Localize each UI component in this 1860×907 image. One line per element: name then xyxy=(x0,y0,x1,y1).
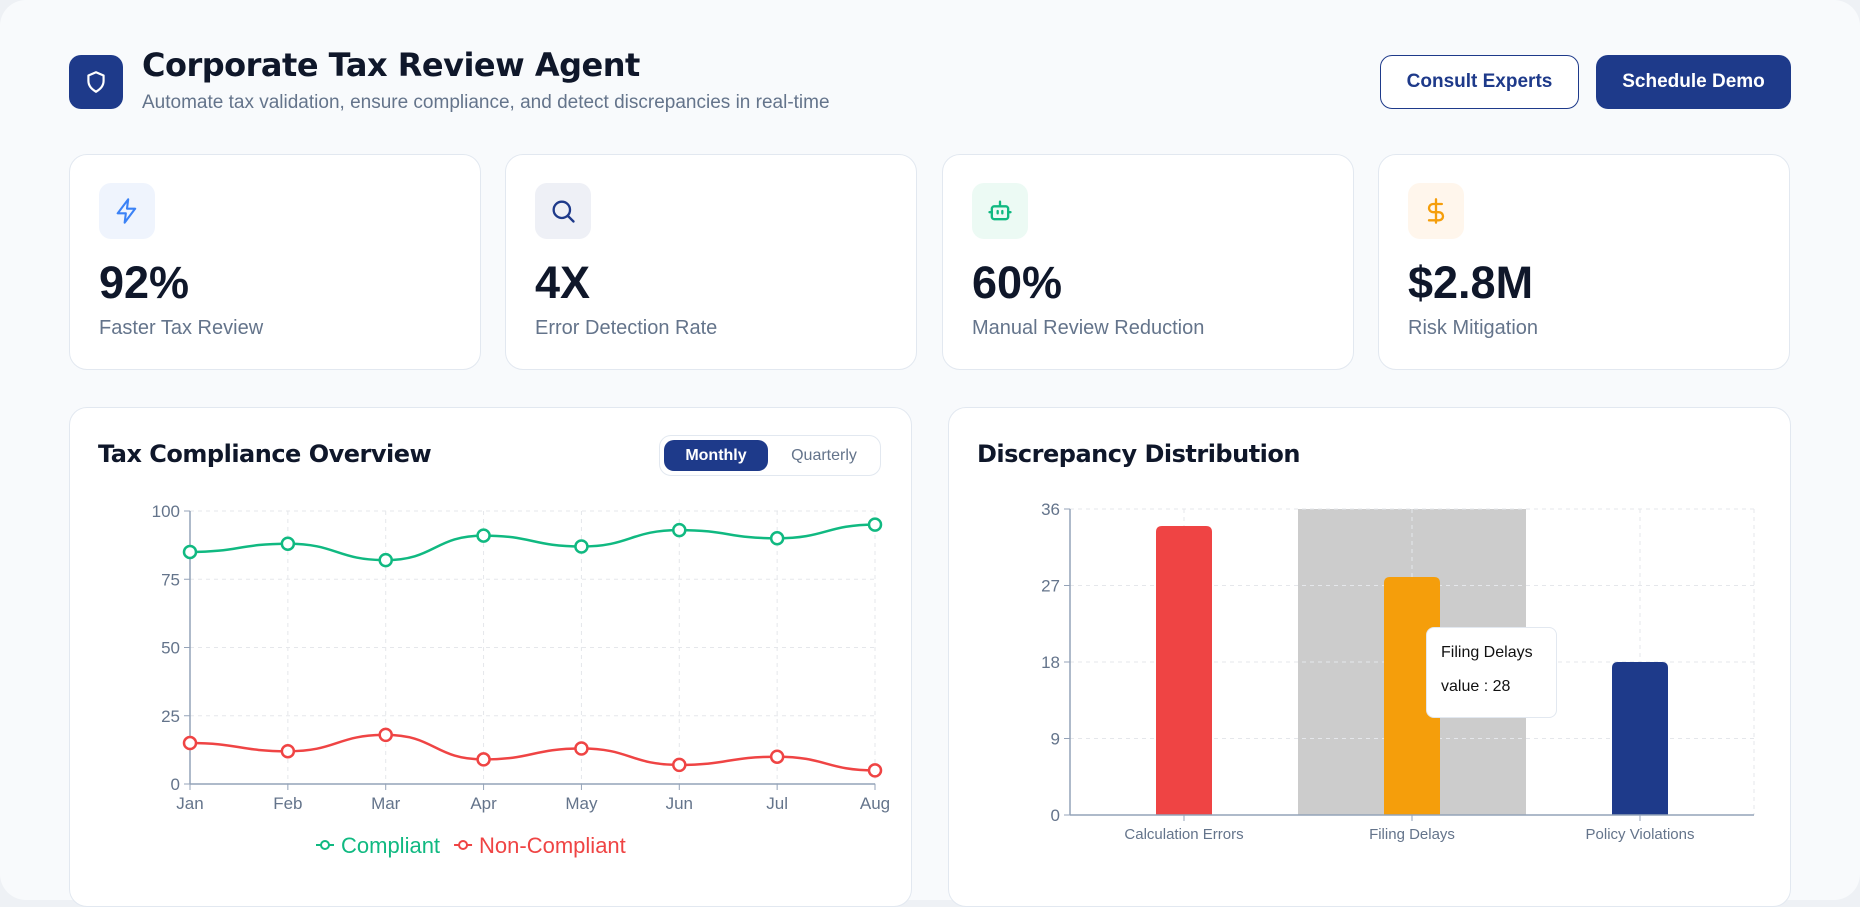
x-tick-label: Policy Violations xyxy=(1586,826,1695,843)
data-point xyxy=(378,552,393,568)
data-point xyxy=(769,749,785,764)
x-tick-label: Aug xyxy=(860,794,890,813)
bar-tooltip: Filing Delays value : 28 xyxy=(1426,627,1557,718)
y-tick-label: 50 xyxy=(161,639,180,658)
legend-marker xyxy=(320,840,330,850)
y-tick-label: 0 xyxy=(1051,806,1060,825)
stat-label: Faster Tax Review xyxy=(99,317,264,339)
y-tick-label: 25 xyxy=(161,707,180,726)
y-tick-label: 9 xyxy=(1051,730,1060,749)
x-tick-label: Mar xyxy=(371,794,401,813)
x-tick-label: Jul xyxy=(766,794,788,813)
stat-card-manual-reduction: 60% Manual Review Reduction xyxy=(942,154,1354,370)
y-tick-label: 0 xyxy=(171,775,180,794)
x-tick-label: Jun xyxy=(666,794,693,813)
series-line-non-compliant xyxy=(189,733,876,772)
data-point xyxy=(182,544,198,560)
y-tick-label: 100 xyxy=(152,502,180,521)
y-tick-label: 18 xyxy=(1041,653,1060,672)
data-point xyxy=(476,528,491,543)
tab-monthly[interactable]: Monthly xyxy=(664,440,768,471)
stat-value: 60% xyxy=(972,257,1063,308)
legend-label: Compliant xyxy=(341,833,440,858)
search-icon xyxy=(535,183,591,239)
stat-value: $2.8M xyxy=(1408,257,1534,308)
stat-label: Error Detection Rate xyxy=(535,317,718,339)
zap-icon xyxy=(99,183,155,239)
x-tick-label: Calculation Errors xyxy=(1124,826,1243,843)
y-tick-label: 27 xyxy=(1041,577,1060,596)
x-tick-label: Filing Delays xyxy=(1369,826,1455,843)
data-point xyxy=(672,757,687,773)
legend-label: Non-Compliant xyxy=(479,833,626,858)
stat-label: Risk Mitigation xyxy=(1408,317,1539,339)
schedule-demo-button[interactable]: Schedule Demo xyxy=(1596,55,1791,109)
compliance-title: Tax Compliance Overview xyxy=(98,440,432,468)
bar-calculation-errors xyxy=(1156,526,1212,815)
data-point xyxy=(867,517,883,532)
data-point xyxy=(378,727,393,743)
data-point xyxy=(574,741,589,756)
stat-value: 92% xyxy=(99,257,190,308)
stat-value: 4X xyxy=(535,257,591,308)
stat-card-risk-mitigation: $2.8M Risk Mitigation xyxy=(1378,154,1790,370)
stat-card-error-detection: 4X Error Detection Rate xyxy=(505,154,917,370)
y-tick-label: 75 xyxy=(161,570,180,589)
bar-policy-violations xyxy=(1612,662,1668,815)
legend-marker xyxy=(458,840,469,850)
compliance-panel xyxy=(69,407,912,907)
data-point xyxy=(574,539,589,554)
series-line-compliant xyxy=(189,523,876,562)
tab-quarterly[interactable]: Quarterly xyxy=(791,446,857,464)
tooltip-value: value : 28 xyxy=(1441,678,1511,695)
data-point xyxy=(769,531,785,546)
data-point xyxy=(280,743,296,759)
dollar-icon xyxy=(1408,183,1464,239)
page-title: Corporate Tax Review Agent xyxy=(142,46,640,84)
bot-icon xyxy=(972,183,1028,239)
page-subtitle: Automate tax validation, ensure complian… xyxy=(142,92,830,113)
stat-label: Manual Review Reduction xyxy=(972,317,1205,339)
x-tick-label: May xyxy=(565,794,598,813)
x-tick-label: Jan xyxy=(176,794,203,813)
data-point xyxy=(672,522,687,538)
data-point xyxy=(476,752,491,767)
x-tick-label: Apr xyxy=(470,794,497,813)
data-point xyxy=(280,536,296,552)
y-tick-label: 36 xyxy=(1041,500,1060,519)
period-toggle: Monthly Quarterly xyxy=(659,435,881,476)
x-tick-label: Feb xyxy=(273,794,302,813)
shield-icon xyxy=(87,71,105,93)
consult-experts-button[interactable]: Consult Experts xyxy=(1380,55,1579,109)
discrepancy-title: Discrepancy Distribution xyxy=(977,440,1300,468)
data-point xyxy=(867,763,883,778)
charts-layer: 0 25 50 75 100 Jan Feb Mar Apr May Jun Jul Aug Compli… xyxy=(152,500,1755,858)
tooltip-title: Filing Delays xyxy=(1441,644,1533,661)
logo xyxy=(69,55,123,109)
data-point xyxy=(182,735,198,751)
stat-card-faster-review: 92% Faster Tax Review xyxy=(69,154,481,370)
